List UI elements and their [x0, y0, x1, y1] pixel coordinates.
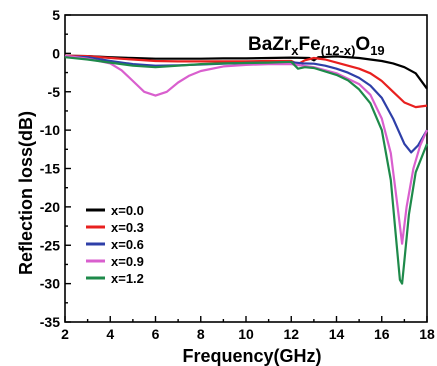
x-tick-label: 16	[374, 326, 390, 342]
y-tick-label: -20	[40, 199, 60, 215]
y-axis-title: Reflection loss(dB)	[16, 111, 36, 275]
series-line-3	[64, 54, 429, 245]
compound-formula: BaZrxFe(12-x)O19	[248, 34, 385, 58]
series-line-2	[64, 55, 428, 154]
y-tick-label: -5	[48, 84, 61, 100]
legend-label-3: x=0.9	[111, 254, 144, 269]
legend-label-0: x=0.0	[111, 203, 144, 218]
y-tick-label: 5	[52, 7, 60, 23]
y-tick-label: -30	[40, 276, 60, 292]
series-lines	[64, 54, 429, 285]
legend-label-2: x=0.6	[111, 237, 144, 252]
x-tick-label: 14	[329, 326, 345, 342]
series-line-0	[64, 54, 428, 90]
y-tick-label: -35	[40, 314, 60, 330]
x-tick-label: 2	[61, 326, 69, 342]
x-tick-label: 6	[152, 326, 160, 342]
y-tick-label: -10	[40, 122, 60, 138]
x-axis-ticks: 2 4 6 8 10 12 14 16 18	[61, 316, 435, 342]
x-tick-label: 12	[283, 326, 299, 342]
series-line-4	[64, 56, 429, 285]
x-tick-label: 10	[238, 326, 254, 342]
x-axis-title: Frequency(GHz)	[182, 346, 321, 366]
legend: x=0.0 x=0.3 x=0.6 x=0.9 x=1.2	[86, 203, 144, 286]
y-tick-label: -25	[40, 237, 60, 253]
y-tick-label: -15	[40, 161, 60, 177]
x-tick-label: 8	[197, 326, 205, 342]
y-tick-label: 0	[52, 45, 60, 61]
legend-label-1: x=0.3	[111, 220, 144, 235]
x-tick-label: 4	[106, 326, 114, 342]
legend-label-4: x=1.2	[111, 271, 144, 286]
y-axis-ticks: 5 0 -5 -10 -15 -20 -25 -30 -35	[40, 7, 71, 330]
x-tick-label: 18	[419, 326, 435, 342]
